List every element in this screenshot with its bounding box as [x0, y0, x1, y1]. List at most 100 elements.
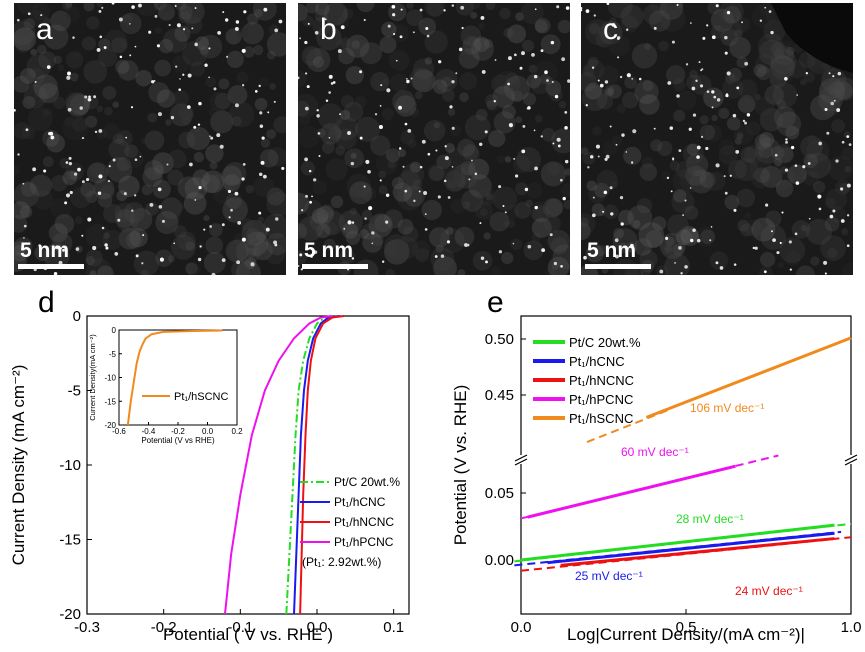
texture-blob: [412, 179, 423, 189]
texture-blob: [528, 64, 538, 74]
atom-dot: [564, 111, 568, 114]
atom-dot: [148, 30, 152, 34]
slope-label-e: 24 mV dec⁻¹: [735, 584, 803, 598]
texture-blob: [460, 160, 476, 176]
texture-blob: [14, 27, 37, 51]
texture-blob: [43, 24, 69, 50]
texture-blob: [42, 109, 50, 117]
atom-dot: [34, 80, 37, 84]
texture-blob: [201, 170, 225, 194]
atom-dot: [313, 250, 318, 254]
texture-blob: [59, 157, 71, 169]
texture-blob: [266, 191, 286, 217]
texture-blob: [210, 173, 223, 186]
texture-blob: [83, 94, 99, 110]
atom-dot: [698, 61, 701, 64]
texture-blob: [309, 212, 329, 232]
texture-blob: [757, 33, 784, 60]
inset-frame-d: [118, 329, 238, 426]
atom-dot: [129, 54, 132, 57]
atom-dot: [585, 104, 588, 107]
texture-blob: [174, 3, 187, 11]
atom-dot: [826, 131, 830, 135]
atom-dot: [460, 5, 465, 10]
texture-blob: [167, 169, 184, 186]
texture-blob: [541, 127, 556, 142]
texture-blob: [269, 83, 276, 90]
texture-blob: [181, 40, 208, 67]
texture-blob: [514, 202, 532, 219]
atom-dot: [371, 242, 374, 245]
texture-blob: [343, 101, 364, 122]
atom-dot: [514, 174, 519, 178]
atom-dot: [484, 130, 488, 134]
atom-dot: [301, 209, 304, 212]
texture-blob: [526, 74, 541, 89]
texture-blob: [770, 48, 797, 75]
atom-dot: [73, 172, 78, 176]
texture-blob: [763, 19, 786, 43]
atom-dot: [711, 106, 714, 109]
texture-blob: [316, 128, 326, 138]
texture-blob: [468, 158, 490, 180]
texture-blob: [664, 253, 690, 275]
atom-dot: [443, 9, 446, 12]
atom-dot: [631, 78, 634, 80]
atom-dot: [666, 176, 670, 180]
atom-dot: [194, 199, 197, 201]
texture-blob: [190, 264, 201, 275]
texture-blob: [658, 40, 669, 52]
texture-blob: [547, 229, 570, 253]
atom-dot: [379, 105, 382, 107]
atom-dot: [678, 149, 682, 153]
texture-blob: [444, 143, 455, 153]
atom-dot: [533, 129, 536, 132]
atom-dot: [533, 74, 538, 79]
texture-blob: [685, 165, 707, 187]
texture-blob: [208, 223, 223, 237]
atom-dot: [337, 49, 342, 54]
texture-blob: [205, 144, 224, 163]
texture-blob: [241, 220, 268, 246]
texture-blob: [755, 53, 775, 74]
atom-dot: [764, 6, 767, 9]
texture-blob: [462, 144, 479, 161]
texture-blob: [754, 96, 775, 117]
texture-blob: [167, 149, 187, 169]
inset-y-tick-label: -5: [109, 350, 117, 359]
texture-blob: [605, 88, 614, 97]
texture-blob: [61, 3, 73, 11]
atom-dot: [846, 244, 850, 248]
texture-blob: [603, 204, 619, 220]
scale-label-c: 5 nm: [587, 239, 637, 262]
texture-blob: [841, 228, 849, 236]
dark-region: [771, 3, 853, 73]
texture-blob: [462, 201, 471, 209]
atom-dot: [696, 238, 701, 243]
texture-blob: [410, 108, 420, 118]
atom-dot: [339, 113, 341, 116]
atom-dot: [38, 244, 42, 247]
texture-blob: [457, 138, 476, 157]
atom-dot: [833, 99, 836, 102]
atom-dot: [260, 160, 265, 165]
atom-dot: [189, 162, 193, 167]
atom-dot: [27, 12, 31, 16]
texture-blob: [831, 119, 846, 133]
atom-dot: [46, 65, 51, 69]
texture-blob: [672, 189, 687, 203]
atom-dot: [559, 178, 563, 182]
texture-blob: [345, 65, 364, 85]
texture-blob: [734, 29, 743, 38]
atom-dot: [776, 251, 780, 255]
texture-blob: [720, 28, 739, 47]
texture-blob: [757, 142, 774, 159]
texture-blob: [263, 213, 286, 239]
atom-dot: [626, 73, 631, 78]
texture-blob: [452, 163, 479, 189]
texture-blob: [769, 58, 796, 84]
texture-blob: [551, 263, 559, 270]
texture-blob: [447, 166, 470, 188]
texture-blob: [744, 219, 762, 237]
atom-dot: [305, 72, 308, 75]
